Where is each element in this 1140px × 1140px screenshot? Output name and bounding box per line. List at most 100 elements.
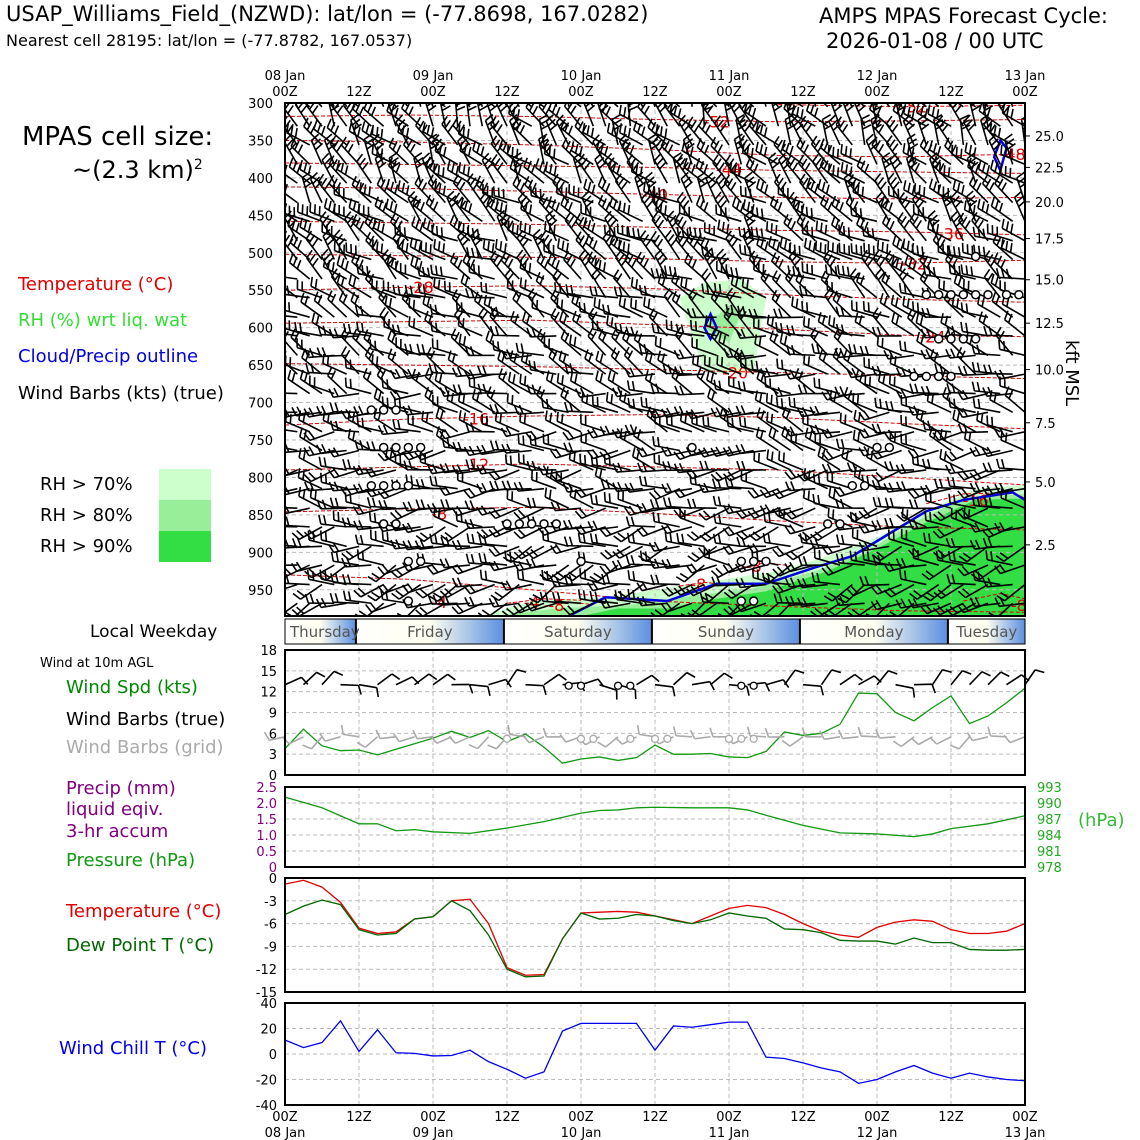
wind-barb [730, 274, 755, 299]
wind-barb [340, 724, 360, 738]
wind-barb [666, 210, 681, 242]
calm-wind-circle [946, 371, 956, 382]
wind-barb [516, 229, 533, 260]
wind-barb [584, 349, 607, 375]
wind-barb [736, 536, 767, 548]
wind-barb [892, 103, 915, 127]
wind-barb [821, 544, 853, 555]
wind-barb [781, 139, 804, 166]
wind-barb [489, 307, 508, 337]
wind-barb [545, 114, 558, 146]
wind-barb [933, 583, 964, 600]
wind-barb [538, 133, 550, 165]
wind-barb [861, 226, 890, 242]
wind-barb [856, 157, 878, 184]
calm-wind-circle [737, 681, 746, 690]
pressure-tick-label: 350 [248, 134, 273, 149]
wind-barb [539, 591, 569, 605]
wind-barb [663, 103, 681, 127]
wind-barb [458, 410, 483, 433]
wind-barb [696, 138, 718, 166]
wind-barb [674, 326, 693, 356]
wind-barb [739, 185, 767, 204]
wind-barb [676, 153, 693, 184]
wind-barb [781, 425, 804, 452]
calm-wind-circle [576, 556, 586, 567]
wind-barb [309, 172, 323, 203]
wind-barb [374, 152, 387, 184]
y-tick-label: 3 [269, 748, 277, 763]
wind-barb [490, 306, 520, 318]
wind-barb [771, 270, 792, 299]
wind-barb [654, 103, 669, 127]
wind-barb [812, 153, 829, 184]
wind-barb [784, 507, 816, 520]
wind-barb [464, 596, 495, 607]
wind-barb [363, 329, 385, 356]
wind-barb [884, 461, 915, 472]
wind-barb [784, 469, 816, 480]
wind-barb [688, 288, 705, 318]
weekday-frame [284, 618, 1026, 645]
temperature-label: Temperature (°C) [66, 901, 222, 922]
wind-barb [611, 113, 623, 146]
wind-barb [664, 229, 681, 260]
wind-barb [618, 295, 644, 318]
wind-barb [429, 735, 452, 744]
wind-barb [285, 333, 298, 337]
calm-wind-circle [626, 681, 635, 690]
calm-wind-circle-grid [663, 734, 672, 743]
wind-barb [1024, 669, 1045, 686]
wind-barb [438, 485, 471, 497]
wind-barb [870, 599, 902, 611]
wind-barb [447, 350, 471, 375]
weekday-label: Tuesday [955, 623, 1017, 641]
wind-barb [285, 602, 298, 614]
wind-barb [928, 140, 952, 166]
wind-barb [542, 727, 563, 738]
wind-barb [704, 315, 730, 337]
wind-barb [336, 255, 360, 280]
wind-barb [724, 477, 754, 490]
wind-barb [662, 461, 693, 472]
wind-barb [599, 683, 618, 700]
kft-tick-label: 22.5 [1035, 161, 1064, 176]
top-time-label: 12Z [346, 85, 372, 100]
wind-barb [784, 269, 804, 299]
wind-barb [431, 134, 447, 165]
wind-barb [606, 122, 631, 146]
wind-barb [577, 153, 594, 184]
wind-barb [686, 583, 718, 597]
wind-barb [328, 481, 360, 492]
wind-barb [562, 519, 594, 530]
forecast-cycle-label: AMPS MPAS Forecast Cycle: [819, 4, 1108, 28]
wind-barb [948, 263, 976, 280]
calm-wind-circle [415, 442, 426, 453]
temp-contour [285, 139, 1025, 158]
wind-barb [522, 734, 545, 744]
wind-barb [403, 460, 434, 471]
wind-barb [799, 285, 828, 299]
wind-barb [871, 423, 902, 434]
top-time-label: 00Z [864, 85, 890, 100]
weekday-segment [503, 619, 652, 644]
wind-barb [636, 251, 656, 280]
wind-barb [378, 499, 409, 511]
wind-barb [863, 242, 890, 261]
wind-barb [466, 247, 495, 261]
wind-barb [912, 204, 939, 223]
calm-wind-circle [526, 519, 537, 529]
wind-barb [327, 290, 348, 318]
wind-barb [777, 184, 804, 204]
legend-rh: RH (%) wrt liq. wat [18, 310, 188, 331]
wind-barb [391, 324, 421, 337]
wind-barb [991, 291, 1014, 318]
bottom-date-label: 10 Jan [561, 1126, 602, 1140]
wind-barb [691, 680, 715, 691]
wind-barb [356, 264, 384, 280]
wind-barb [525, 601, 557, 612]
wind-barb [796, 213, 816, 242]
wind-barb [550, 308, 570, 337]
wind-barb [415, 116, 434, 146]
